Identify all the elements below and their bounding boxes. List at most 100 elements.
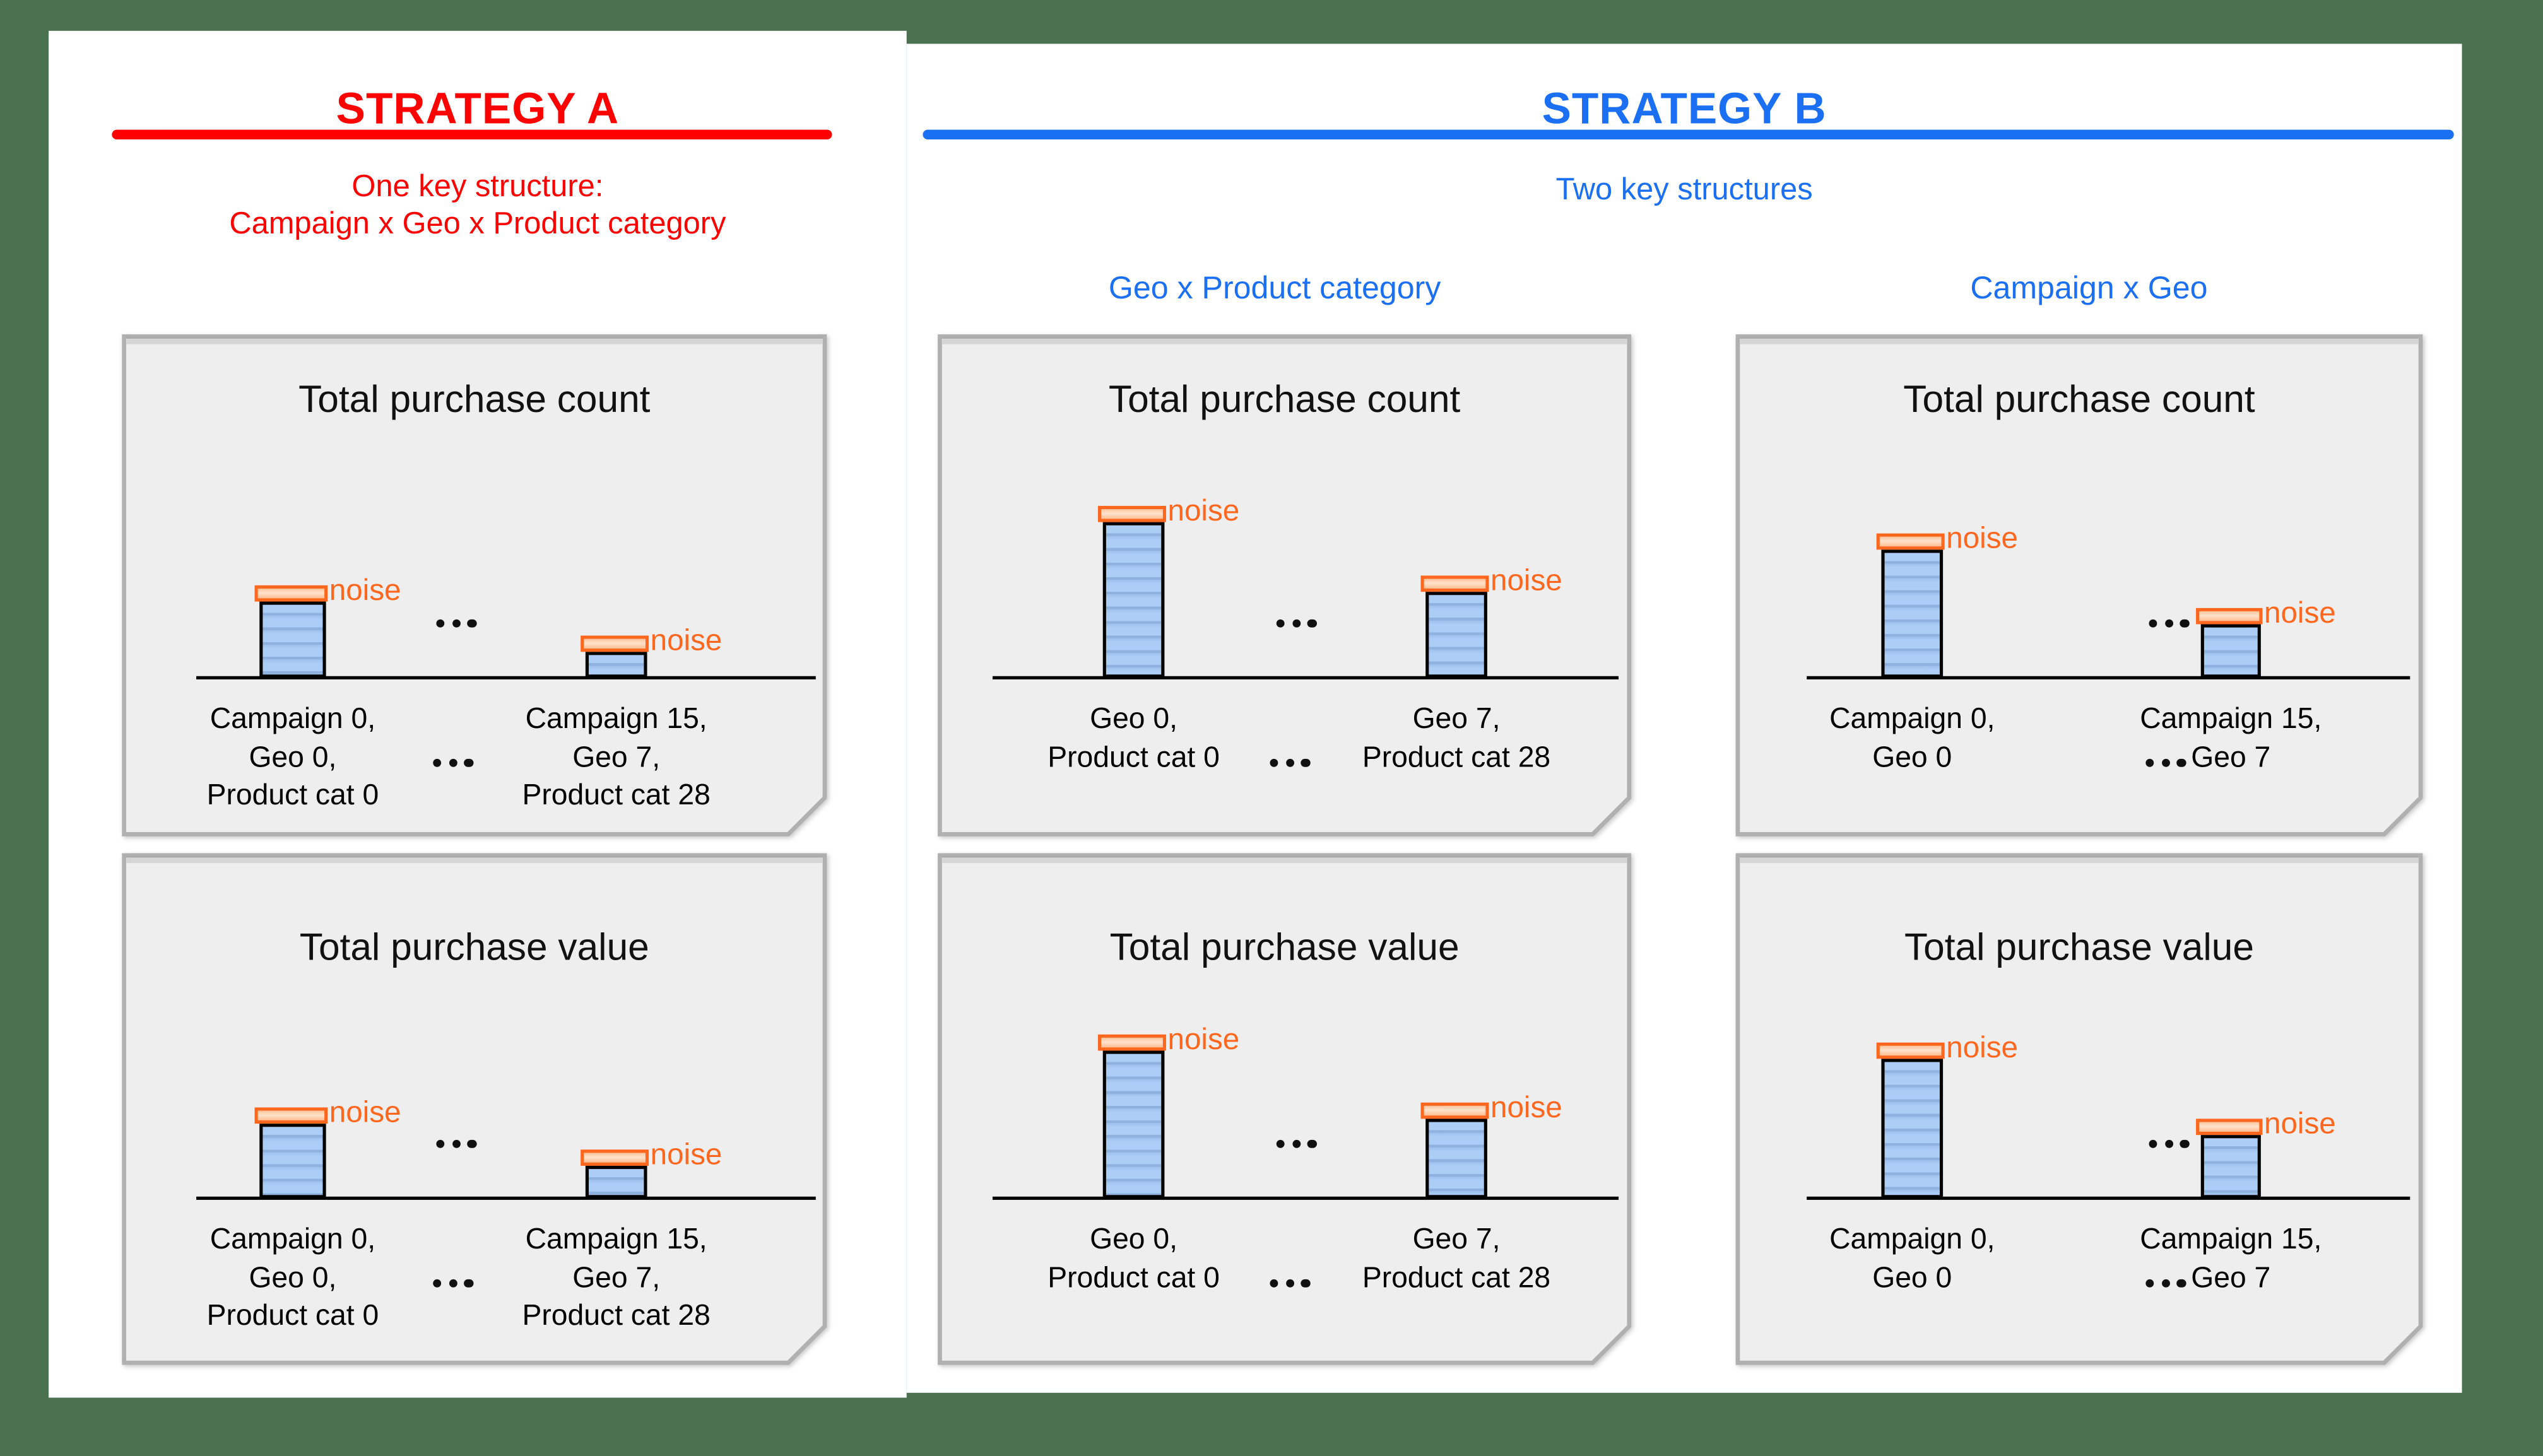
data-bar (1102, 1050, 1165, 1199)
ellipsis-dots (2149, 619, 2189, 628)
bar-category-line: Product cat 0 (206, 778, 379, 811)
bar-category-line: Product cat 28 (522, 778, 711, 811)
noise-cap (2196, 608, 2263, 625)
note-strategy-a-count: Total purchase count noise Campaign 0, Geo … (122, 334, 827, 837)
note-geo-product-count: Total purchase count noise Geo 0, Product c… (938, 334, 1632, 837)
data-bar (585, 1165, 647, 1199)
axis-line (992, 676, 1619, 680)
noise-cap (1876, 533, 1945, 550)
noise-label: noise (329, 572, 401, 607)
bar-category-line: Geo 0 (1872, 740, 1952, 773)
bar-category-label: Campaign 15, Geo 7 (2077, 700, 2385, 777)
data-bar (1102, 522, 1165, 678)
bar-category-label: Geo 0, Product cat 0 (979, 700, 1287, 777)
data-bar (585, 652, 647, 678)
bar-category-line: Product cat 28 (522, 1298, 711, 1332)
data-bar (2200, 624, 2261, 678)
column-header-campaign-geo: Campaign x Geo (1970, 271, 2208, 307)
axis-line (992, 1196, 1619, 1201)
bar-category-line: Campaign 15, (525, 702, 707, 735)
noise-label: noise (1167, 493, 1240, 527)
noise-cap (1876, 1042, 1945, 1059)
strategy-a-subtitle-line1: One key structure: (351, 170, 604, 204)
note-campaign-geo-value: Total purchase value noise Campaign 0, Geo … (1735, 853, 2423, 1365)
noise-label: noise (1946, 520, 2018, 555)
ellipsis-dots (433, 758, 473, 768)
bar-category-label: Campaign 15, Geo 7, Product cat 28 (463, 700, 770, 814)
bar-category-line: Campaign 0, (1829, 702, 1995, 735)
strategy-b-underline (923, 129, 2454, 140)
noise-label: noise (1946, 1030, 2018, 1064)
noise-cap (581, 1149, 649, 1166)
bar-category-label: Geo 7, Product cat 28 (1302, 1221, 1610, 1297)
bar-category-line: Geo 0, (1090, 702, 1178, 735)
bar-category-line: Campaign 0, (1829, 1222, 1995, 1255)
bar-category-line: Product cat 0 (1047, 740, 1220, 773)
strategy-b-subtitle: Two key structures (1555, 173, 1813, 208)
noise-cap (2196, 1118, 2263, 1136)
strategy-a-subtitle: One key structure: Campaign x Geo x Prod… (49, 168, 907, 243)
note-shape (938, 853, 1632, 1365)
bar-category-label: Campaign 0, Geo 0 (1758, 1221, 2066, 1297)
ellipsis-dots (1270, 1279, 1310, 1288)
bar-category-label: Campaign 0, Geo 0, Product cat 0 (139, 1221, 447, 1335)
bar-category-line: Campaign 0, (209, 702, 376, 735)
data-bar (1881, 1059, 1944, 1199)
noise-cap (1420, 1102, 1489, 1119)
noise-cap (1098, 1034, 1166, 1051)
data-bar (1425, 592, 1487, 678)
axis-line (196, 1196, 816, 1201)
noise-label: noise (650, 622, 723, 657)
bar-category-line: Product cat 0 (1047, 1260, 1220, 1293)
note-title: Total purchase value (1109, 925, 1460, 968)
note-title: Total purchase count (1903, 377, 2255, 420)
strategy-a-title: STRATEGY A (336, 84, 620, 133)
data-bar (1425, 1118, 1487, 1199)
bar-category-line: Geo 7 (2191, 740, 2271, 773)
data-bar (1881, 549, 1944, 678)
bar-category-line: Geo 7, (572, 1260, 661, 1293)
note-title: Total purchase value (299, 925, 649, 968)
ellipsis-dots (436, 619, 476, 628)
bar-category-line: Geo 7, (1412, 1222, 1501, 1255)
bar-category-line: Geo 7 (2191, 1260, 2271, 1293)
axis-line (196, 676, 816, 680)
noise-label: noise (2263, 595, 2336, 630)
bar-category-line: Campaign 15, (2140, 702, 2322, 735)
ellipsis-dots (1276, 619, 1316, 628)
noise-label: noise (1490, 1089, 1562, 1124)
noise-cap (1098, 505, 1166, 522)
data-bar (259, 1124, 326, 1199)
note-strategy-a-value: Total purchase value noise Campaign 0, Geo … (122, 853, 827, 1365)
bar-category-label: Campaign 0, Geo 0, Product cat 0 (139, 700, 447, 814)
bar-category-line: Campaign 15, (525, 1222, 707, 1255)
data-bar (2200, 1135, 2261, 1199)
noise-label: noise (1490, 562, 1562, 597)
bar-category-line: Geo 0, (1090, 1222, 1178, 1255)
note-campaign-geo-count: Total purchase count noise Campaign 0, Geo … (1735, 334, 2423, 837)
bar-category-line: Geo 7, (1412, 702, 1501, 735)
bar-category-line: Product cat 0 (206, 1298, 379, 1332)
note-title: Total purchase value (1904, 925, 2255, 968)
axis-line (1807, 1196, 2410, 1201)
note-title: Total purchase count (298, 377, 651, 420)
strategy-a-underline (112, 129, 832, 140)
data-bar (259, 601, 326, 678)
noise-cap (254, 585, 328, 602)
noise-label: noise (650, 1136, 723, 1171)
ellipsis-dots (2145, 758, 2186, 768)
ellipsis-dots (433, 1279, 473, 1288)
noise-label: noise (1167, 1021, 1240, 1056)
bar-category-line: Geo 7, (572, 740, 661, 773)
noise-label: noise (2263, 1105, 2336, 1140)
note-geo-product-value: Total purchase value noise Geo 0, Product c… (938, 853, 1632, 1365)
bar-category-label: Geo 7, Product cat 28 (1302, 700, 1610, 777)
bar-category-label: Campaign 15, Geo 7 (2077, 1221, 2385, 1297)
ellipsis-dots (2145, 1279, 2186, 1288)
noise-cap (581, 635, 649, 652)
bar-category-line: Product cat 28 (1362, 740, 1551, 773)
axis-line (1807, 676, 2410, 680)
note-shape (938, 334, 1632, 837)
bar-category-line: Product cat 28 (1362, 1260, 1551, 1293)
ellipsis-dots (2149, 1139, 2189, 1149)
